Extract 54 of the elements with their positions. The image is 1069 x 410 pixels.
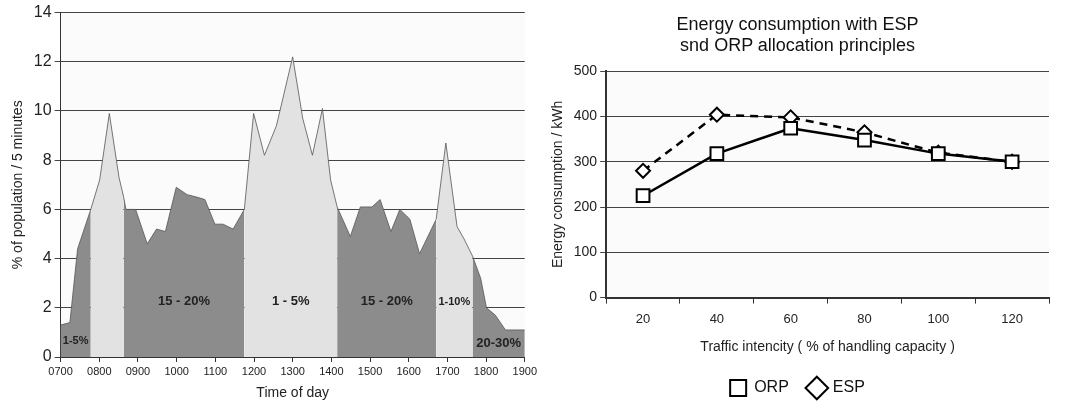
series-label: 1-5% bbox=[62, 334, 89, 347]
x-tick-label: 1500 bbox=[357, 364, 383, 377]
point bbox=[930, 146, 946, 161]
y-tick-label: 10 bbox=[33, 101, 52, 119]
x-tick-label: 0800 bbox=[87, 364, 112, 377]
y-tick-label: 300 bbox=[573, 152, 598, 169]
series-label: 15 - 20% bbox=[157, 293, 211, 309]
x-tick-label: 0700 bbox=[48, 364, 73, 377]
x-tick-label: 1000 bbox=[164, 364, 189, 377]
series-label: 1 - 5% bbox=[271, 293, 310, 309]
y-tick-label: 100 bbox=[573, 243, 598, 260]
y-tick-label: 8 bbox=[42, 150, 52, 168]
x-axis-title: Traffic intencity ( % of handling capacity ) bbox=[700, 338, 955, 355]
point bbox=[635, 162, 652, 179]
series-label: 20-30% bbox=[476, 335, 522, 351]
x-tick-label: 60 bbox=[783, 310, 798, 326]
y-tick-label: 0 bbox=[42, 347, 52, 365]
point bbox=[709, 146, 725, 161]
x-tick-label: 1300 bbox=[280, 364, 305, 377]
y-tick-label: 6 bbox=[42, 199, 52, 217]
legend-label: ESP bbox=[832, 378, 865, 396]
y-tick-label: 0 bbox=[589, 288, 598, 305]
series-label: 1-10% bbox=[438, 294, 471, 307]
y-axis-title: % of population / 5 minutes bbox=[9, 100, 26, 270]
y-tick-label: 500 bbox=[573, 62, 598, 79]
x-tick-label: 100 bbox=[927, 310, 950, 326]
x-tick-label: 20 bbox=[635, 310, 651, 326]
point bbox=[708, 106, 725, 123]
y-tick-label: 14 bbox=[33, 3, 52, 21]
y-tick-label: 12 bbox=[33, 52, 52, 70]
x-tick-label: 1100 bbox=[203, 364, 228, 377]
x-tick-label: 0900 bbox=[125, 364, 151, 377]
point bbox=[783, 120, 799, 136]
legend-label: ORP bbox=[754, 378, 789, 396]
x-tick-label: 1700 bbox=[435, 364, 460, 377]
point bbox=[1004, 154, 1020, 170]
series-label: 15 - 20% bbox=[360, 293, 414, 309]
x-tick-label: 40 bbox=[709, 310, 725, 326]
chart-title: Energy consumption with ESP snd ORP allocation principles bbox=[676, 13, 919, 56]
x-tick-label: 1800 bbox=[473, 364, 499, 377]
point bbox=[635, 188, 651, 204]
y-tick-label: 4 bbox=[42, 249, 52, 267]
x-tick-label: 1600 bbox=[396, 364, 421, 377]
y-tick-label: 400 bbox=[573, 107, 598, 124]
y-axis-title: Energy consumption / kWh bbox=[549, 100, 566, 269]
x-tick-label: 1200 bbox=[241, 364, 267, 377]
y-tick-label: 200 bbox=[573, 197, 598, 214]
x-tick-label: 1400 bbox=[319, 364, 344, 377]
x-tick-label: 1900 bbox=[512, 364, 538, 377]
x-tick-label: 120 bbox=[1001, 310, 1023, 326]
y-tick-label: 2 bbox=[42, 298, 52, 316]
x-axis-title: Time of day bbox=[256, 384, 329, 401]
point bbox=[857, 132, 872, 148]
x-tick-label: 80 bbox=[857, 310, 872, 326]
